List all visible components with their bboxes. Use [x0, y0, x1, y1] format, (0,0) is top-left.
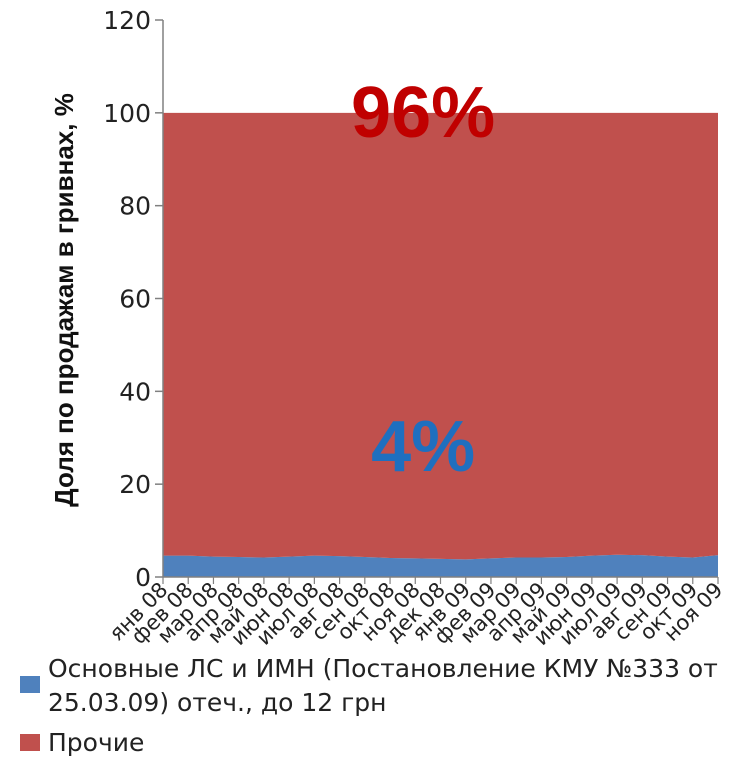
y-tick-label: 100: [103, 99, 151, 128]
area-layers: [163, 112, 718, 577]
y-tick-label: 60: [119, 285, 151, 314]
axes: [155, 19, 719, 584]
legend-label-other: Прочие: [48, 728, 145, 757]
legend-swatch-other: [20, 734, 40, 751]
legend: Основные ЛС и ИМН (Постановление КМУ №33…: [20, 652, 720, 760]
y-tick-label: 20: [119, 470, 151, 499]
legend-swatch-main: [20, 676, 40, 693]
annotation-label-0: 96%: [351, 73, 495, 153]
legend-label-main: Основные ЛС и ИМН (Постановление КМУ №33…: [48, 654, 718, 717]
y-tick-labels: 0 20 40 60 80 100 120: [103, 6, 151, 592]
y-tick-label: 40: [119, 377, 151, 406]
area-series-1: [163, 112, 718, 560]
y-tick-label: 0: [135, 563, 151, 592]
area-series-0: [163, 554, 718, 577]
legend-item-main: Основные ЛС и ИМН (Постановление КМУ №33…: [20, 652, 720, 720]
y-tick-label: 120: [103, 6, 151, 35]
y-axis-label: Доля по продажам в гривнах, %: [49, 93, 79, 507]
y-tick-label: 80: [119, 192, 151, 221]
legend-item-other: Прочие: [20, 726, 720, 760]
annotation-label-1: 4%: [371, 407, 475, 487]
annotations: 96% 4%: [351, 73, 495, 487]
